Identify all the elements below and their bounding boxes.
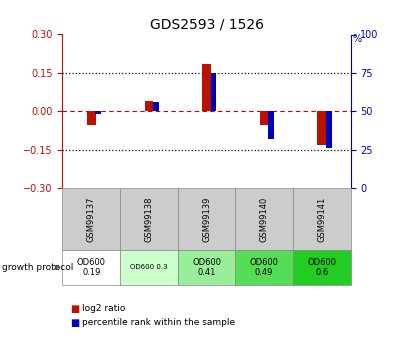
Text: log2 ratio: log2 ratio: [82, 304, 125, 313]
Text: GSM99137: GSM99137: [87, 196, 96, 242]
Bar: [211, 73, 216, 111]
Text: GSM99140: GSM99140: [260, 196, 269, 242]
Bar: [145, 101, 153, 111]
Text: OD600
0.19: OD600 0.19: [77, 258, 106, 277]
Bar: [318, 111, 326, 145]
Text: OD600 0.3: OD600 0.3: [130, 264, 168, 270]
Text: ■: ■: [71, 318, 80, 327]
Text: OD600
0.6: OD600 0.6: [307, 258, 336, 277]
Text: GSM99141: GSM99141: [317, 196, 326, 242]
Bar: [87, 111, 96, 125]
Text: GSM99138: GSM99138: [144, 196, 154, 242]
Text: %: %: [353, 34, 362, 45]
Text: OD600
0.41: OD600 0.41: [192, 258, 221, 277]
Text: OD600
0.49: OD600 0.49: [250, 258, 278, 277]
Bar: [96, 111, 101, 114]
Text: GSM99139: GSM99139: [202, 196, 211, 242]
Text: percentile rank within the sample: percentile rank within the sample: [82, 318, 235, 327]
Bar: [326, 111, 332, 148]
Text: ■: ■: [71, 304, 80, 314]
Title: GDS2593 / 1526: GDS2593 / 1526: [150, 18, 264, 32]
Bar: [153, 102, 159, 111]
Bar: [268, 111, 274, 139]
Text: growth protocol: growth protocol: [2, 263, 73, 272]
Bar: [260, 111, 268, 125]
Bar: [202, 64, 211, 111]
